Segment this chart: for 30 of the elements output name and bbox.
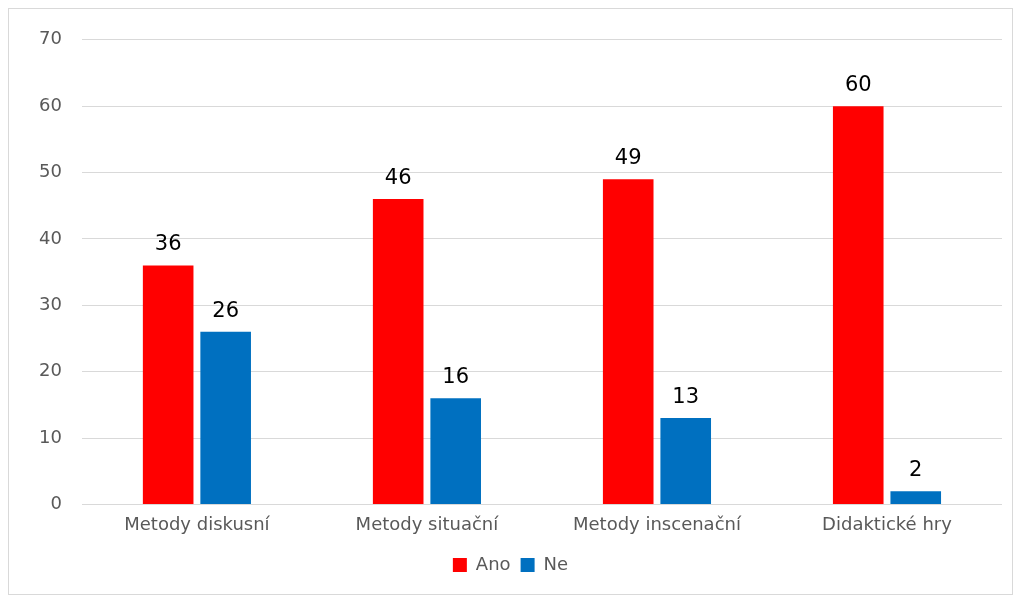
bar (430, 398, 481, 504)
bar (660, 418, 712, 504)
y-tick-label: 50 (39, 160, 62, 182)
x-tick-label: Metody situační (355, 512, 500, 534)
y-tick-label: 10 (39, 425, 62, 447)
data-label: 60 (844, 72, 872, 97)
legend-label: Ano (475, 552, 511, 574)
data-label: 46 (384, 165, 412, 190)
data-label: 2 (909, 457, 923, 482)
bar (832, 106, 884, 504)
bar (890, 491, 942, 504)
data-label: 13 (672, 384, 700, 409)
y-tick-label: 60 (39, 93, 62, 115)
data-label: 26 (212, 297, 240, 322)
bar (372, 199, 424, 504)
y-tick-label: 0 (50, 492, 62, 514)
y-tick-label: 40 (39, 226, 62, 248)
x-tick-label: Metody inscenační (572, 512, 742, 534)
data-label: 16 (442, 364, 470, 389)
legend-label: Ne (543, 552, 569, 574)
data-label: 36 (154, 231, 182, 256)
bar (142, 265, 194, 504)
bar (200, 331, 251, 504)
x-tick-label: Didaktické hry (822, 512, 953, 534)
y-tick-label: 30 (39, 292, 62, 314)
y-tick-label: 20 (39, 359, 62, 381)
data-label: 49 (614, 145, 642, 170)
y-tick-label: 70 (39, 27, 62, 49)
bar (602, 179, 654, 504)
x-tick-label: Metody diskusní (124, 512, 271, 534)
